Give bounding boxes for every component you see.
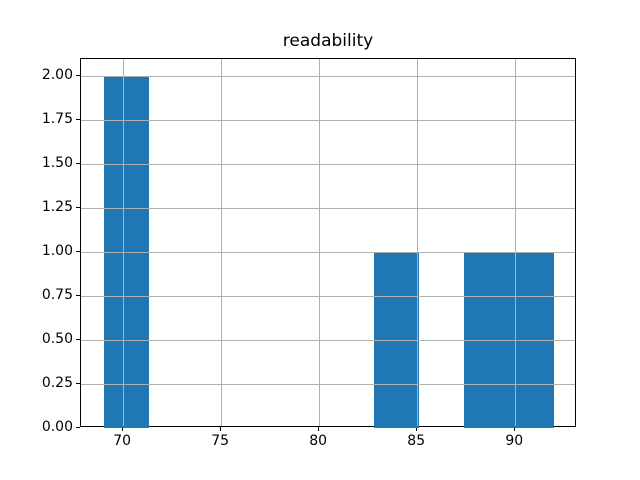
y-tick-label: 1.75 [41, 111, 73, 128]
y-tick-label: 2.00 [41, 67, 73, 84]
y-tick-mark [76, 382, 80, 384]
y-tick-mark [76, 162, 80, 164]
y-tick-label: 1.50 [41, 155, 73, 172]
horizontal-gridline [81, 163, 575, 165]
vertical-gridline [220, 58, 222, 427]
x-tick-mark [513, 427, 515, 432]
y-tick-mark [76, 74, 80, 76]
y-tick-label: 0.25 [41, 375, 73, 392]
y-tick-mark [76, 118, 80, 120]
x-tick-label: 85 [407, 433, 426, 450]
y-tick-mark [76, 294, 80, 296]
y-tick-label: 0.50 [41, 331, 73, 348]
horizontal-gridline [81, 251, 575, 253]
horizontal-gridline [81, 339, 575, 341]
y-tick-label: 1.00 [41, 243, 73, 260]
y-tick-mark [76, 250, 80, 252]
x-tick-label: 70 [113, 433, 132, 450]
vertical-gridline [416, 58, 418, 427]
y-tick-mark [76, 206, 80, 208]
y-tick-label: 0.75 [41, 287, 73, 304]
y-tick-label: 1.25 [41, 199, 73, 216]
chart-title: readability [282, 31, 374, 51]
x-tick-mark [317, 427, 319, 432]
x-tick-mark [219, 427, 221, 432]
horizontal-gridline [81, 383, 575, 385]
x-tick-mark [415, 427, 417, 432]
x-tick-label: 90 [505, 433, 524, 450]
x-tick-mark [121, 427, 123, 432]
horizontal-gridline [81, 295, 575, 297]
vertical-gridline [318, 58, 320, 427]
y-tick-mark [76, 426, 80, 428]
horizontal-gridline [81, 119, 575, 121]
plot-area [80, 57, 576, 429]
vertical-gridline [514, 58, 516, 427]
vertical-gridline [122, 58, 124, 427]
x-tick-label: 75 [211, 433, 230, 450]
y-tick-mark [76, 338, 80, 340]
x-tick-label: 80 [309, 433, 328, 450]
horizontal-gridline [81, 75, 575, 77]
horizontal-gridline [81, 207, 575, 209]
y-tick-label: 0.00 [41, 419, 73, 436]
